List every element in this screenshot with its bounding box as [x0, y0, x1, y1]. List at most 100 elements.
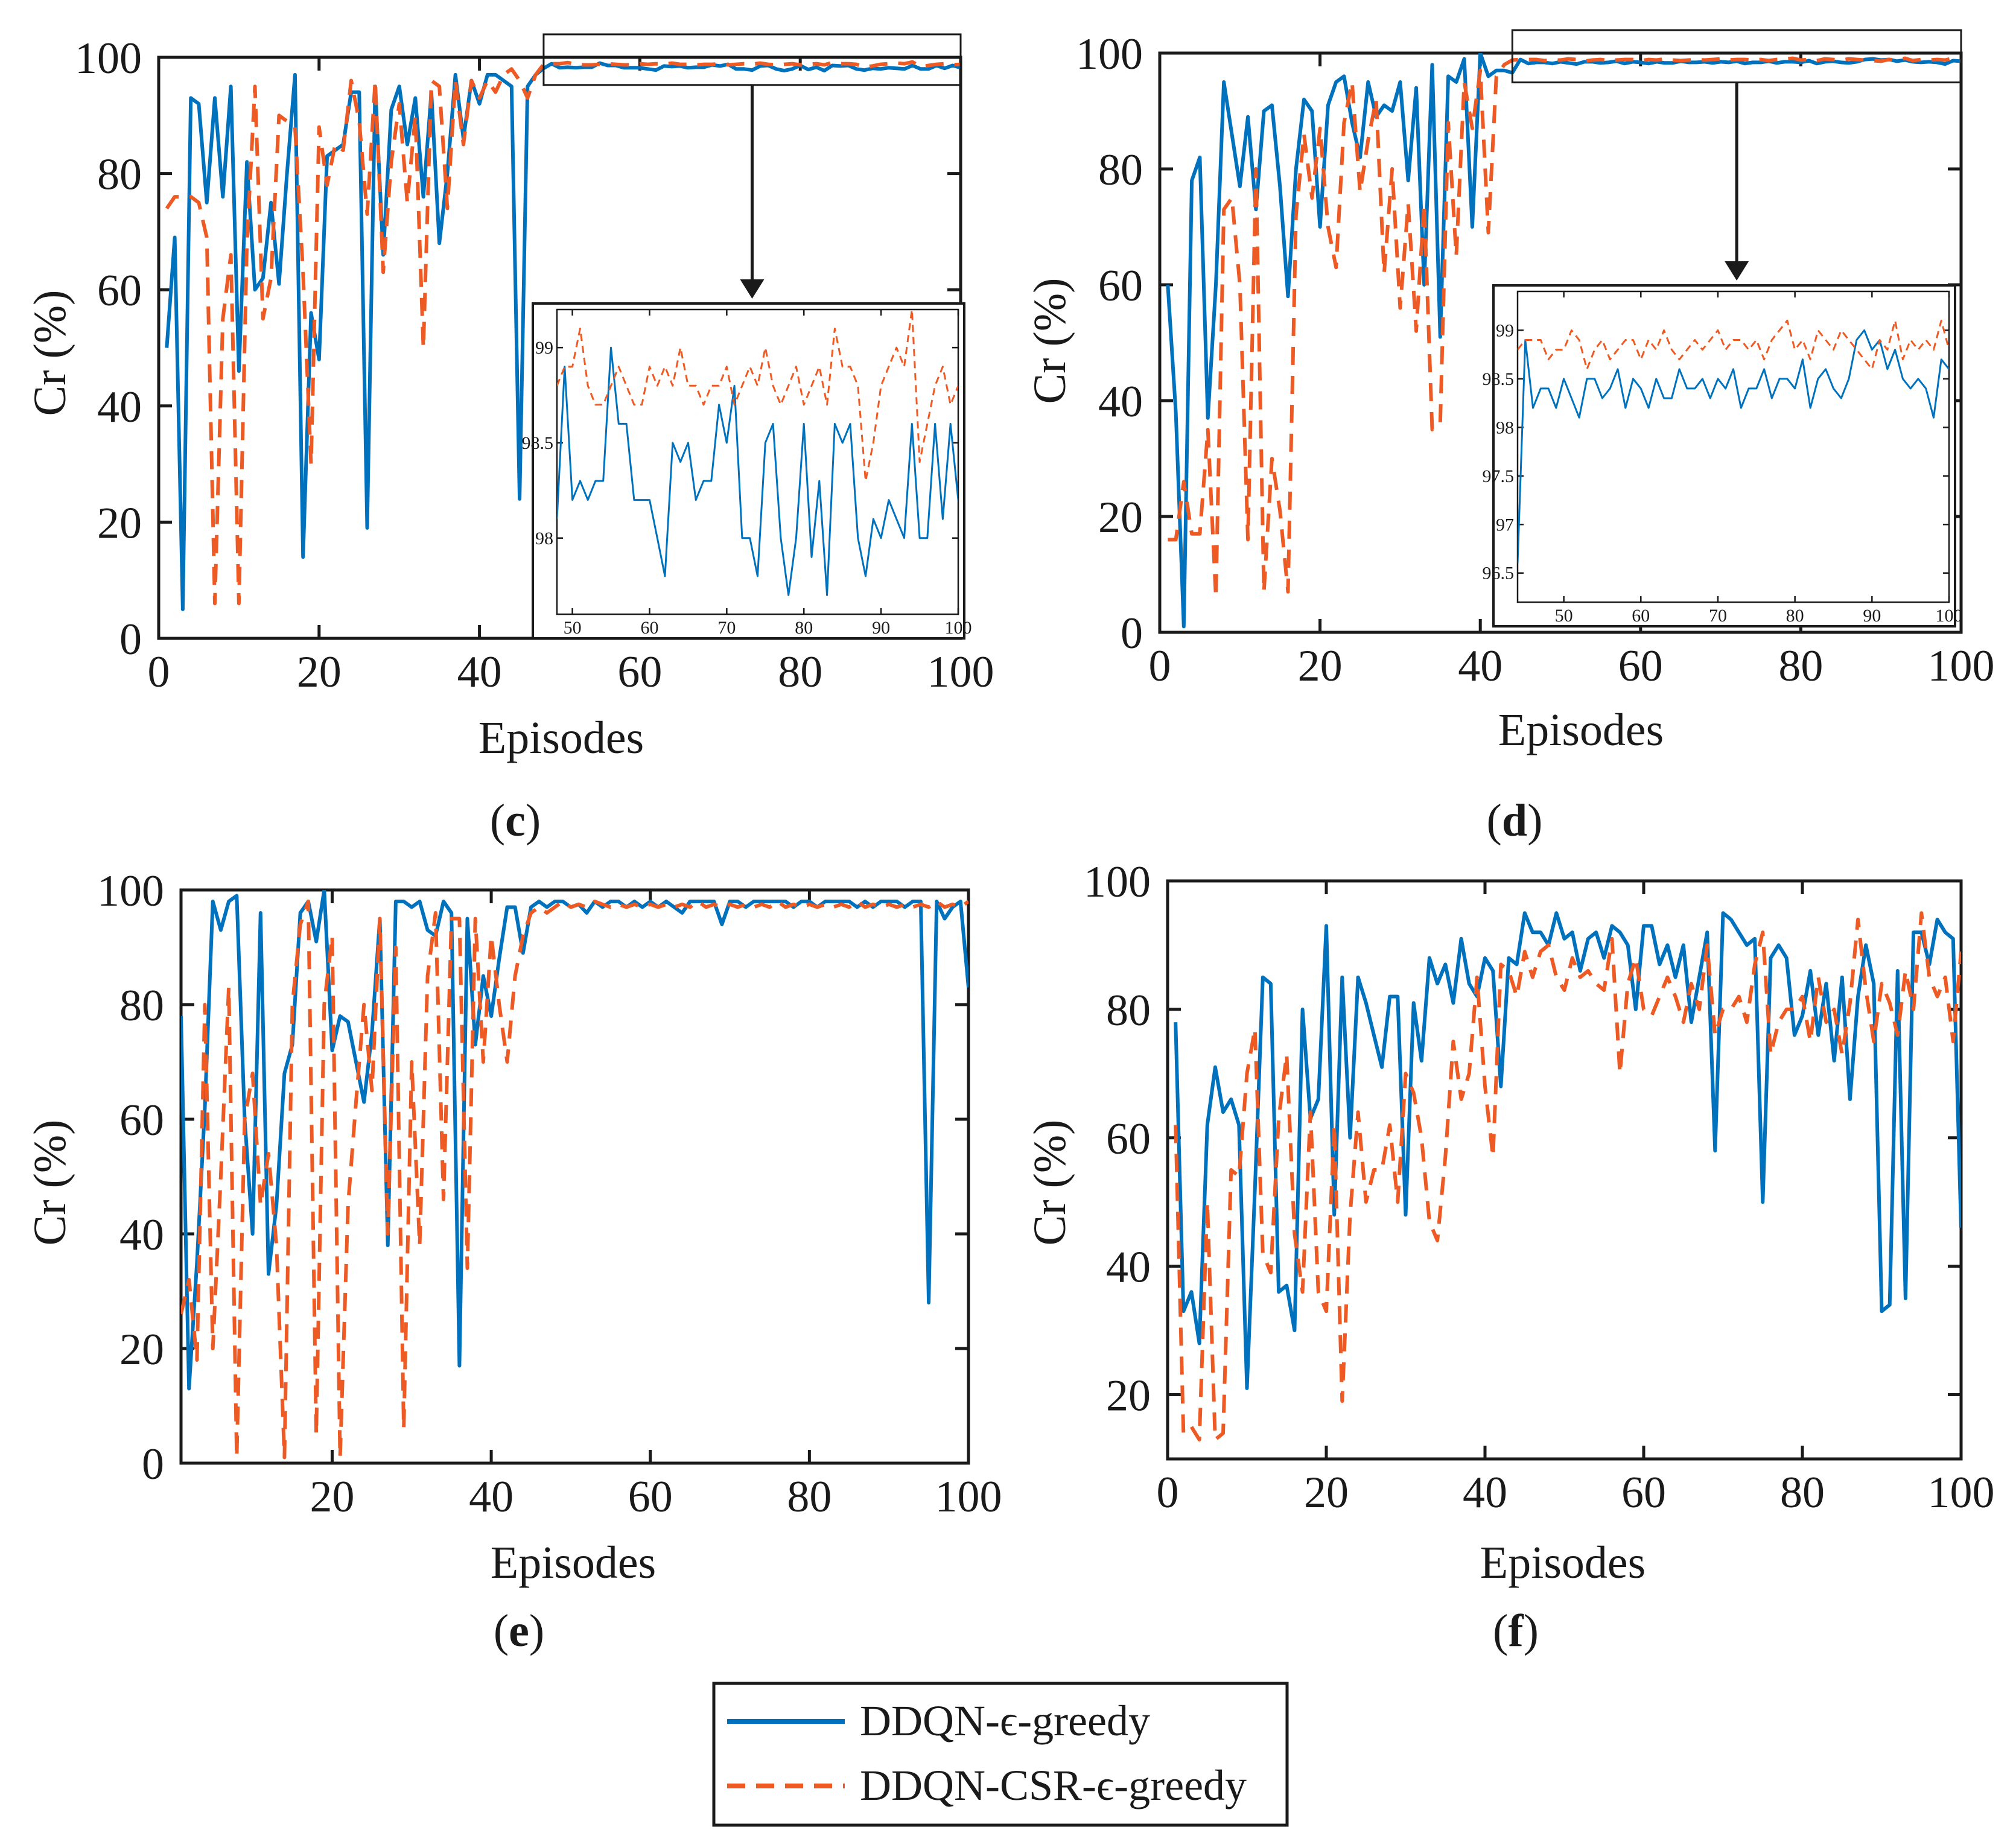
panel-e-series-csr [181, 900, 968, 1460]
panel-d-inset-ytick-label: 96.5 [1483, 564, 1515, 583]
panel-e-ytick-label: 80 [119, 981, 164, 1031]
legend-box [712, 1682, 1289, 1827]
panel-f-ytick-label: 60 [1106, 1114, 1151, 1164]
caption-d: (d) [1487, 795, 1543, 846]
panel-e-ytick-label: 20 [119, 1325, 164, 1374]
xlabel-e: Episodes [491, 1537, 656, 1588]
panel-d-inset-xtick-label: 90 [1863, 606, 1881, 626]
panel-c-ytick-label: 80 [97, 150, 142, 200]
panel-d-inset-series-csr [1518, 319, 1949, 370]
panel-c-inset-xtick-label: 90 [872, 618, 890, 638]
panel-f-series-ddqn [1174, 911, 1961, 1390]
panel-f-xtick-label: 20 [1304, 1468, 1349, 1517]
panel-d-inset-axes: 50 60 70 80 90 100 96.5 97 97.5 98 98.5 99 [1483, 290, 1963, 626]
panel-e-ytick-label: 0 [142, 1440, 164, 1489]
panel-c-inset-ytick-label: 98 [535, 529, 553, 548]
ylabel-e: Cr (%) [25, 1120, 75, 1246]
panel-f: Cr (%) Episodes (f) [1025, 1120, 1646, 1656]
panel-c-zoom-arrow-head [740, 279, 765, 299]
panel-c-ytick-label: 0 [119, 615, 142, 664]
panel-c-xtick-label: 40 [457, 647, 502, 697]
panel-d-inset-xtick-label: 100 [1936, 606, 1963, 626]
ylabel-d: Cr (%) [1025, 278, 1075, 404]
panel-c-inset-xtick-label: 100 [945, 618, 972, 638]
panel-d-ytick-label: 60 [1098, 261, 1143, 311]
panel-c-xtick-label: 20 [297, 647, 342, 697]
legend: DDQN-ϵ-greedy DDQN-CSR-ϵ-greedy [712, 1682, 1289, 1827]
panel-c-inset-xtick-label: 60 [640, 618, 658, 638]
panel-d-inset-ytick-label: 97.5 [1483, 466, 1515, 486]
panel-e-xtick-label: 100 [935, 1472, 1002, 1522]
caption-letter-c: c [505, 795, 526, 846]
panel-d-ytick-label: 40 [1098, 377, 1143, 427]
panel-d-inset-series-ddqn [1518, 329, 1949, 564]
panel-f-series-csr [1174, 911, 1961, 1442]
panel-e-axes: 20 40 60 80 100 0 20 40 60 80 100 [97, 866, 1002, 1522]
panel-f-ytick-label: 80 [1106, 986, 1151, 1035]
panel-e-xtick-label: 40 [469, 1472, 514, 1522]
panel-e-ytick-label: 60 [119, 1096, 164, 1145]
panel-f-xtick-label: 60 [1621, 1468, 1666, 1517]
caption-letter-f: f [1508, 1606, 1524, 1656]
panel-c-xtick-label: 80 [778, 647, 822, 697]
panel-c-xtick-label: 100 [927, 647, 994, 697]
caption-c: (c) [490, 795, 541, 846]
panel-d-xtick-label: 60 [1618, 641, 1663, 691]
panel-d-xtick-label: 40 [1458, 641, 1502, 691]
xlabel-f: Episodes [1480, 1537, 1646, 1588]
panel-f-xtick-label: 0 [1157, 1468, 1179, 1517]
panel-d-series-ddqn [1166, 53, 1961, 629]
panel-c-ytick-label: 100 [75, 34, 142, 83]
panel-e-xtick-label: 20 [310, 1472, 354, 1522]
panel-d-inset-ytick-label: 98 [1496, 418, 1514, 437]
panel-e-ytick-label: 100 [97, 866, 164, 916]
panel-c: Cr (%) Episodes (c) [25, 290, 644, 846]
panel-c-series-ddqn [165, 61, 961, 611]
panel-d-inset-ytick-label: 97 [1496, 515, 1514, 535]
panel-d-ytick-label: 0 [1121, 609, 1143, 658]
caption-letter-d: d [1502, 795, 1527, 846]
panel-d-inset-xtick-label: 70 [1709, 606, 1727, 626]
panel-f-xtick-label: 40 [1463, 1468, 1507, 1517]
panel-c-inset-xtick-label: 80 [795, 618, 813, 638]
panel-d-xtick-label: 20 [1298, 641, 1343, 691]
panel-f-ytick-label: 100 [1084, 857, 1151, 907]
panel-d-xtick-label: 0 [1149, 641, 1171, 691]
panel-d-zoom-arrow-head [1725, 261, 1749, 281]
panel-d-inset-ytick-label: 99 [1496, 320, 1514, 340]
panel-c-series-csr [165, 60, 961, 606]
panel-f-ytick-label: 20 [1106, 1371, 1151, 1421]
xlabel-d: Episodes [1498, 705, 1664, 755]
panel-f-xtick-label: 80 [1780, 1468, 1825, 1517]
panel-d: Cr (%) Episodes (d) [1025, 278, 1664, 846]
caption-letter-e: e [509, 1606, 529, 1656]
panel-d-series-csr [1168, 56, 1961, 600]
panel-c-inset-series-ddqn [557, 346, 958, 596]
panel-e-xtick-label: 60 [628, 1472, 673, 1522]
legend-label-csr: DDQN-CSR-ϵ-greedy [860, 1761, 1247, 1809]
ylabel-f: Cr (%) [1025, 1120, 1075, 1246]
caption-e: (e) [494, 1606, 544, 1656]
panel-f-ytick-label: 40 [1106, 1243, 1151, 1292]
panel-d-xtick-label: 80 [1778, 641, 1823, 691]
xlabel-c: Episodes [479, 713, 644, 763]
panel-f-xtick-label: 100 [1928, 1468, 1995, 1517]
panel-c-inset-series-csr [557, 310, 958, 482]
panel-c-inset-axes: 50 60 70 80 90 100 98 98.5 99 [522, 308, 972, 638]
panel-d-ytick-label: 80 [1098, 145, 1143, 195]
panel-c-ytick-label: 40 [97, 383, 142, 432]
panel-c-xtick-label: 60 [617, 647, 662, 697]
panel-c-inset-xtick-label: 50 [564, 618, 582, 638]
ylabel-c: Cr (%) [25, 290, 75, 416]
panel-c-inset-ytick-label: 98.5 [522, 433, 554, 453]
panel-e-ytick-label: 40 [119, 1210, 164, 1260]
panel-c-xtick-label: 0 [148, 647, 170, 697]
panel-d-xtick-label: 100 [1928, 641, 1995, 691]
panel-e-xtick-label: 80 [787, 1472, 832, 1522]
panel-f-plot-frame [1166, 879, 1963, 1461]
panel-d-ytick-label: 20 [1098, 493, 1143, 542]
panel-d-inset-xtick-label: 80 [1786, 606, 1804, 626]
panel-d-inset-xtick-label: 50 [1555, 606, 1573, 626]
